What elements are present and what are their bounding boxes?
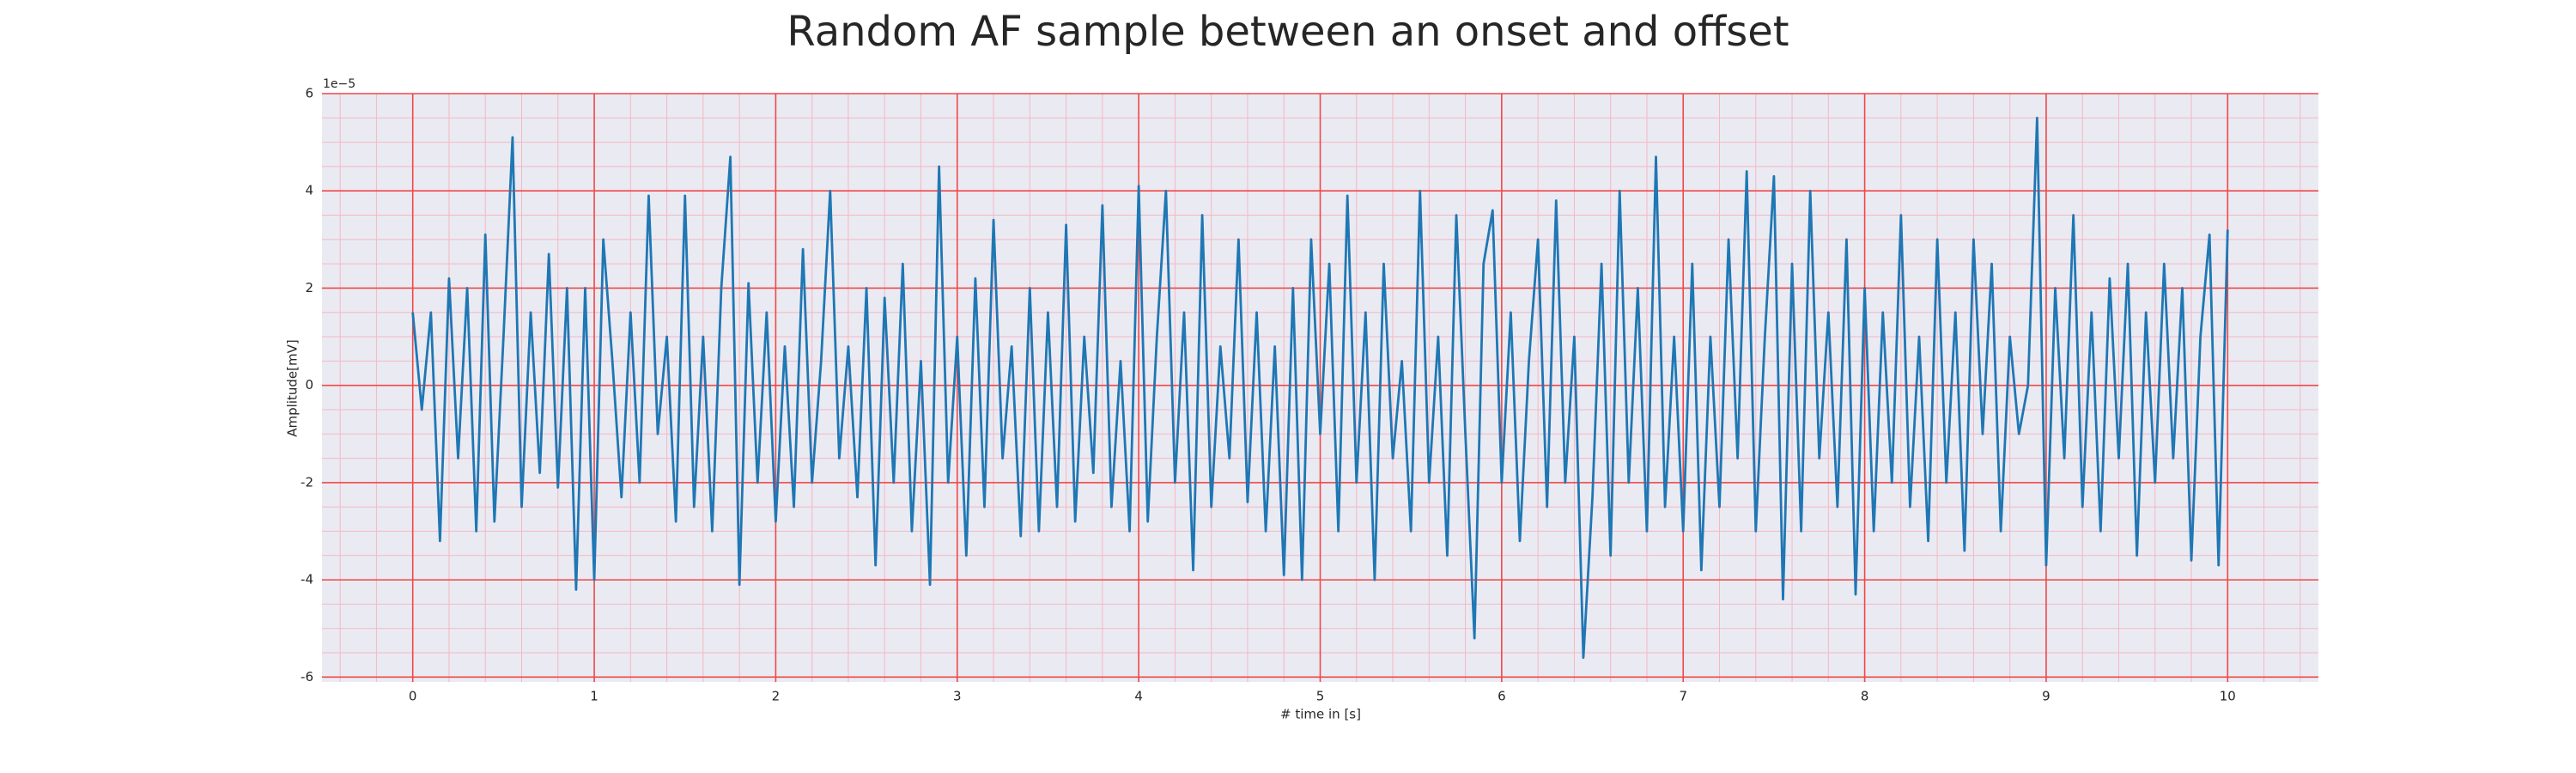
y-axis-label: Amplitude[mV]: [285, 339, 301, 436]
x-tick-label: 2: [772, 689, 781, 704]
chart-title: Random AF sample between an onset and of…: [787, 8, 1789, 56]
x-tick-label: 1: [590, 689, 598, 704]
x-tick-label: 9: [2042, 689, 2050, 704]
y-tick-label: 6: [305, 86, 313, 101]
x-axis-label: # time in [s]: [1280, 707, 1361, 722]
x-tick-label: 4: [1134, 689, 1143, 704]
y-tick-label: 4: [305, 183, 313, 198]
x-tick-label: 6: [1498, 689, 1506, 704]
y-tick-label: -2: [301, 474, 313, 490]
offset-text: 1e−5: [323, 77, 355, 91]
x-tick-label: 5: [1316, 689, 1325, 704]
signal-line: [411, 116, 2229, 660]
y-tick-label: 2: [305, 280, 313, 295]
x-tick-label: 7: [1679, 689, 1687, 704]
y-tick-label: -6: [301, 669, 313, 685]
x-tick-label: 10: [2220, 689, 2236, 704]
x-tick-label: 3: [953, 689, 962, 704]
x-tick-label: 8: [1861, 689, 1869, 704]
y-tick-label: 0: [305, 377, 313, 393]
x-tick-label: 0: [409, 689, 417, 704]
y-tick-label: -4: [301, 572, 313, 587]
